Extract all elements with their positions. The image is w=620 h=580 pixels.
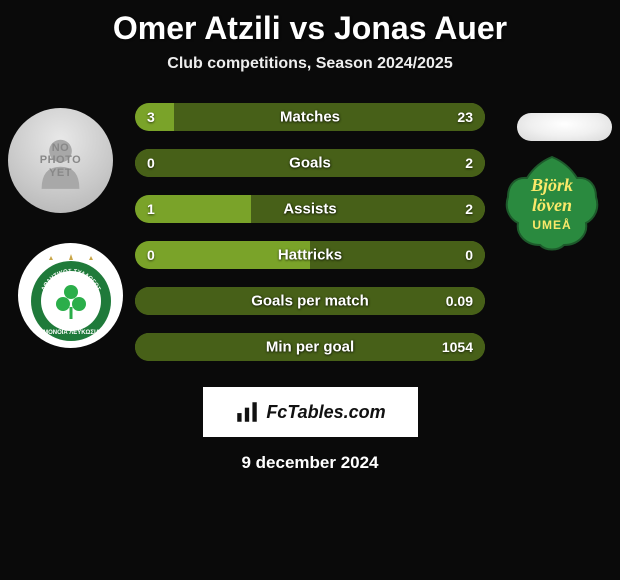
player-right-avatar	[517, 113, 612, 141]
stat-row: 0 Hattricks 0	[135, 241, 485, 269]
page-subtitle: Club competitions, Season 2024/2025	[0, 55, 620, 73]
stat-value-left: 1	[147, 201, 155, 217]
branding-box: FcTables.com	[203, 387, 418, 437]
club-left-badge: ΑΘΛΗΤΙΚΟΣ ΣΥΛΛΟΓΟΣ ΟΜΟΝΟΙΑ ΛΕΥΚΩΣΙΑΣ	[18, 243, 123, 348]
stat-row: Goals per match 0.09	[135, 287, 485, 315]
stat-value-right: 2	[465, 201, 473, 217]
stat-label: Goals	[289, 155, 331, 172]
svg-text:Björk: Björk	[530, 175, 573, 195]
stat-label: Goals per match	[251, 293, 369, 310]
svg-text:ΟΜΟΝΟΙΑ ΛΕΥΚΩΣΙΑΣ: ΟΜΟΝΟΙΑ ΛΕΥΚΩΣΙΑΣ	[38, 330, 104, 336]
stat-value-right: 0.09	[446, 293, 473, 309]
svg-text:löven: löven	[532, 195, 572, 215]
stat-label: Assists	[283, 201, 336, 218]
stat-row: 0 Goals 2	[135, 149, 485, 177]
stats-bars: 3 Matches 23 0 Goals 2 1 Assists 2 0 Hattricks 0 Goa…	[135, 103, 485, 379]
stat-value-left: 0	[147, 247, 155, 263]
stat-row: 1 Assists 2	[135, 195, 485, 223]
club-right-badge: Björk löven UMEÅ	[502, 153, 602, 253]
stat-row: Min per goal 1054	[135, 333, 485, 361]
stat-label: Hattricks	[278, 247, 342, 264]
page-title: Omer Atzili vs Jonas Auer	[0, 0, 620, 47]
player-left-avatar: NO PHOTO YET	[8, 108, 113, 213]
date-line: 9 december 2024	[0, 453, 620, 473]
stat-value-left: 3	[147, 109, 155, 125]
stat-label: Min per goal	[266, 339, 354, 356]
stat-value-right: 1054	[442, 339, 473, 355]
no-photo-label: NO PHOTO YET	[40, 142, 81, 178]
stat-value-right: 0	[465, 247, 473, 263]
stat-value-right: 2	[465, 155, 473, 171]
omonia-badge-icon: ΑΘΛΗΤΙΚΟΣ ΣΥΛΛΟΓΟΣ ΟΜΟΝΟΙΑ ΛΕΥΚΩΣΙΑΣ	[21, 246, 121, 346]
bar-chart-icon	[234, 399, 260, 425]
stat-row: 3 Matches 23	[135, 103, 485, 131]
svg-text:UMEÅ: UMEÅ	[532, 217, 571, 232]
stat-value-right: 23	[457, 109, 473, 125]
bjorkloven-badge-icon: Björk löven UMEÅ	[502, 153, 602, 253]
comparison-area: NO PHOTO YET ΑΘΛΗΤΙΚΟΣ ΣΥΛΛΟΓΟΣ ΟΜΟΝΟΙΑ …	[0, 93, 620, 373]
stat-label: Matches	[280, 109, 340, 126]
branding-text: FcTables.com	[266, 402, 385, 423]
stat-value-left: 0	[147, 155, 155, 171]
